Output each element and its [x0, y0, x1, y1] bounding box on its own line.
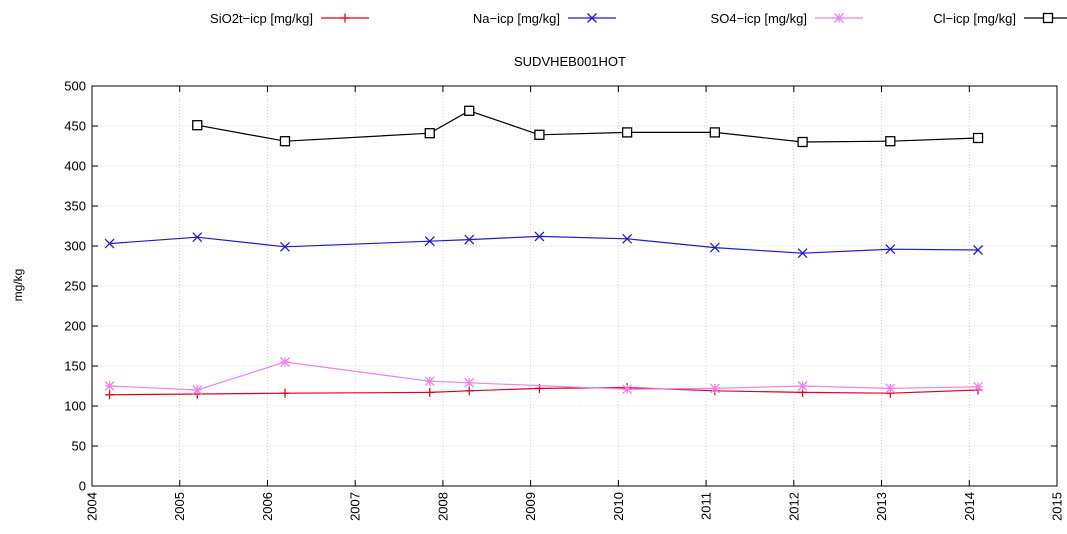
data-point	[464, 377, 475, 388]
y-tick-label: 150	[64, 359, 86, 374]
data-point	[424, 128, 435, 139]
y-axis-label: mg/kg	[11, 269, 25, 302]
x-tick-label: 2012	[786, 492, 801, 521]
data-point	[192, 385, 203, 395]
y-tick-label: 200	[64, 319, 86, 334]
x-tick-label: 2014	[962, 492, 977, 521]
y-tick-label: 400	[64, 159, 86, 174]
x-tick-label: 2013	[874, 492, 889, 521]
y-tick-label: 450	[64, 119, 86, 134]
legend-marker	[587, 13, 597, 23]
data-point	[534, 231, 545, 242]
x-tick-label: 2007	[348, 492, 363, 521]
plot-frame	[91, 85, 1058, 487]
x-tick-label: 2010	[611, 492, 626, 521]
data-point	[621, 127, 633, 138]
y-tick-label: 100	[64, 399, 86, 414]
x-tick-label: 2006	[260, 492, 275, 521]
data-point	[973, 245, 984, 255]
legend-label: SO4−icp [mg/kg]	[711, 11, 807, 26]
y-tick-label: 250	[64, 279, 86, 294]
y-tick-label: 300	[64, 239, 86, 254]
y-tick-label: 0	[79, 479, 86, 494]
data-point	[709, 383, 720, 394]
data-point	[709, 242, 720, 253]
data-point	[280, 388, 290, 398]
data-point	[885, 244, 896, 255]
data-point	[280, 241, 290, 252]
data-point	[797, 248, 808, 259]
data-point	[280, 357, 290, 367]
data-point	[424, 376, 435, 387]
series-group	[104, 105, 984, 400]
data-point	[425, 387, 435, 397]
legend-entry: Na−icp [mg/kg]	[473, 11, 616, 26]
data-point	[104, 381, 115, 391]
data-point	[972, 132, 984, 144]
x-tick-label: 2005	[172, 492, 187, 521]
legend-label: SiO2t−icp [mg/kg]	[210, 11, 313, 26]
data-point	[464, 234, 475, 245]
data-point	[797, 136, 808, 148]
data-point	[885, 383, 896, 394]
legend-label: Cl−icp [mg/kg]	[933, 11, 1016, 26]
data-point	[464, 105, 475, 116]
data-point	[534, 129, 545, 140]
legend-entry: SO4−icp [mg/kg]	[711, 11, 863, 26]
series-2	[104, 231, 984, 259]
data-point	[622, 384, 633, 395]
y-axis-ticks: 0 50 100 150 200 250 300 350 400 450 500	[64, 79, 1057, 494]
legend-entry: Cl−icp [mg/kg]	[933, 11, 1067, 26]
y-tick-label: 500	[64, 79, 86, 94]
chart-title: SUDVHEB001HOT	[514, 54, 626, 69]
legend-label: Na−icp [mg/kg]	[473, 11, 560, 26]
data-point	[464, 386, 474, 396]
series-3	[104, 357, 984, 395]
x-tick-label: 2004	[85, 492, 100, 521]
data-point	[104, 238, 115, 249]
x-tick-label: 2008	[435, 492, 450, 521]
data-point	[885, 136, 896, 147]
data-point	[279, 136, 291, 147]
legend: SiO2t−icp [mg/kg] Na−icp [mg/kg] SO4−icp […	[210, 11, 1067, 26]
data-point	[973, 381, 984, 392]
data-point	[709, 127, 721, 138]
x-tick-label: 2009	[523, 492, 538, 521]
legend-marker	[834, 13, 844, 23]
data-point	[622, 233, 633, 244]
data-point	[105, 390, 115, 400]
series-line	[197, 110, 979, 143]
legend-entry: SiO2t−icp [mg/kg]	[210, 11, 369, 26]
x-tick-label: 2011	[699, 492, 714, 520]
x-axis-ticks: 2004 2005 2006 2007 2008 2009 2010 2011 2012 2013…	[85, 86, 1065, 521]
legend-marker	[340, 13, 350, 23]
data-point	[192, 232, 203, 243]
data-point	[797, 381, 808, 391]
legend-marker	[1042, 12, 1054, 24]
series-4	[192, 105, 984, 148]
x-tick-label: 2015	[1050, 492, 1065, 521]
y-tick-label: 350	[64, 199, 86, 214]
series-line	[109, 361, 979, 391]
y-tick-label: 50	[72, 439, 86, 454]
data-point	[192, 120, 203, 131]
data-point	[424, 236, 435, 247]
